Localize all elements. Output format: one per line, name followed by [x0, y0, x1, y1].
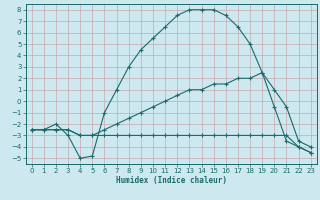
- X-axis label: Humidex (Indice chaleur): Humidex (Indice chaleur): [116, 176, 227, 185]
